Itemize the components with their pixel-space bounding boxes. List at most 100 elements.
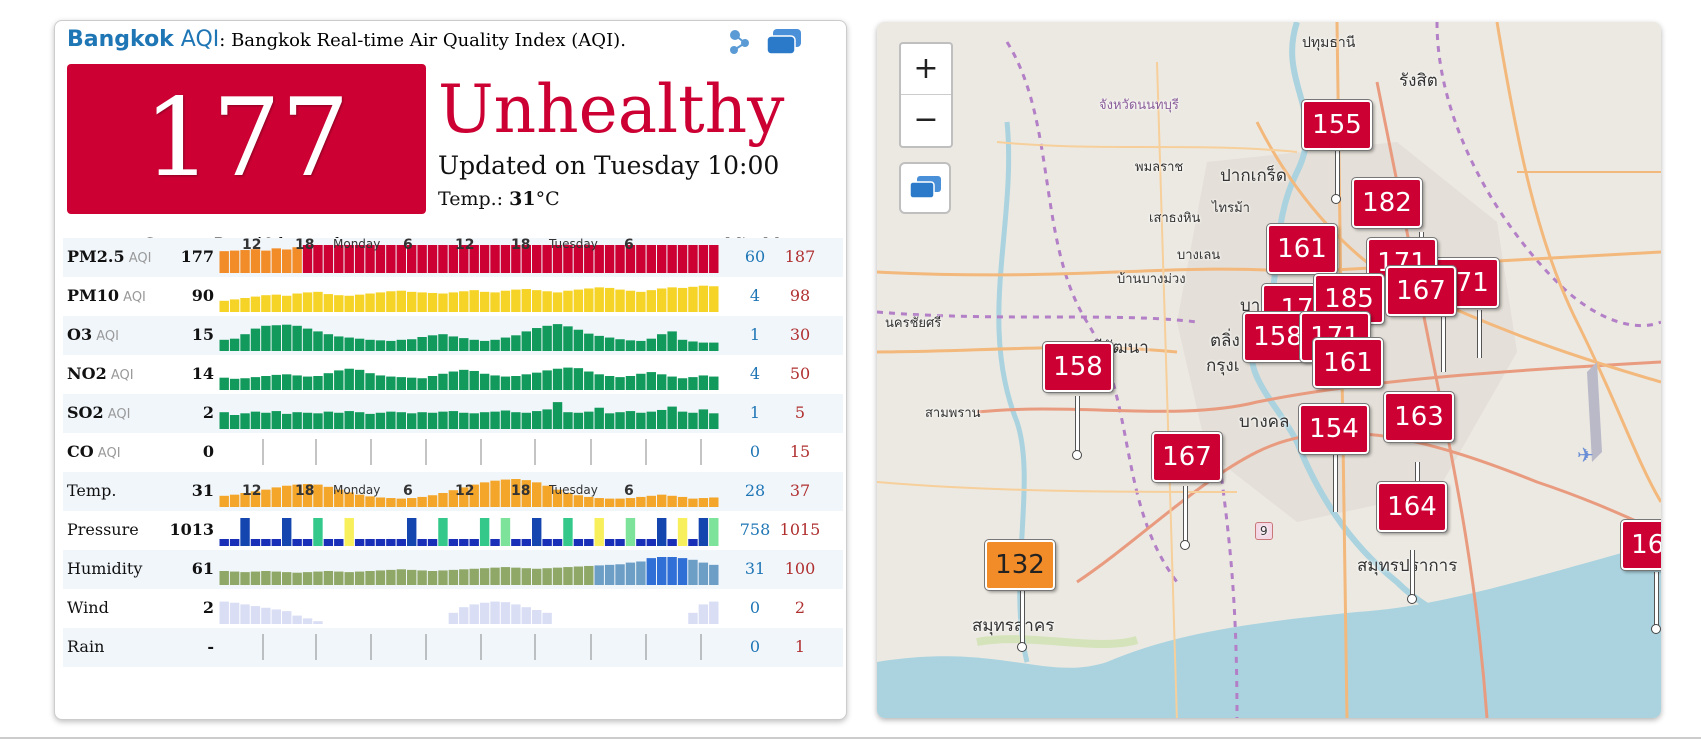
chart-bar bbox=[563, 367, 573, 390]
chart-bar bbox=[448, 371, 459, 390]
row-so2[interactable]: SO2 AQI 2 1 5 bbox=[63, 394, 843, 433]
chart-bar bbox=[532, 290, 542, 312]
aqi-marker[interactable]: 158 bbox=[1042, 341, 1114, 393]
aqi-word[interactable]: AQI bbox=[173, 27, 220, 52]
chart-bar bbox=[594, 565, 604, 585]
station-dot[interactable] bbox=[1180, 540, 1190, 550]
chart-bar bbox=[261, 539, 271, 546]
chart-bar bbox=[292, 293, 302, 312]
chart-bar bbox=[229, 338, 240, 351]
row-co[interactable]: CO AQI 0 0 15 bbox=[63, 433, 843, 472]
station-dot[interactable] bbox=[1651, 624, 1661, 634]
zoom-out-button[interactable]: − bbox=[901, 94, 951, 145]
aqi-marker[interactable]: 167 bbox=[1385, 265, 1457, 317]
row-wind[interactable]: Wind 2 0 2 bbox=[63, 589, 843, 628]
aqi-marker[interactable]: 132 bbox=[984, 539, 1056, 591]
row-history-chart[interactable] bbox=[219, 355, 719, 394]
station-dot[interactable] bbox=[1017, 642, 1027, 652]
chart-bar bbox=[219, 251, 229, 273]
chart-bar bbox=[302, 484, 313, 507]
row-history-chart[interactable] bbox=[219, 472, 719, 511]
aqi-marker[interactable]: 162 bbox=[1620, 519, 1661, 571]
aqi-marker[interactable]: 164 bbox=[1376, 481, 1448, 533]
chart-bar bbox=[375, 292, 386, 312]
map-layers-button[interactable] bbox=[899, 162, 951, 214]
chart-bar bbox=[427, 539, 438, 546]
chart-bar bbox=[271, 609, 281, 624]
timeline-label: Monday bbox=[333, 237, 381, 251]
aqi-marker[interactable]: 167 bbox=[1151, 431, 1223, 483]
aqi-marker[interactable]: 155 bbox=[1301, 99, 1373, 151]
row-min-value: 0 bbox=[749, 637, 761, 656]
row-history-chart[interactable] bbox=[219, 277, 719, 316]
timeline-label: 6 bbox=[403, 237, 413, 253]
row-temp[interactable]: Temp. 31 28 37 bbox=[63, 472, 843, 511]
timeline-label: 6 bbox=[624, 237, 634, 253]
chart-bar bbox=[636, 373, 646, 390]
place-label: บางคล bbox=[1239, 412, 1290, 432]
aqi-marker[interactable]: 154 bbox=[1298, 403, 1370, 455]
row-history-chart[interactable] bbox=[219, 550, 719, 589]
aqi-marker[interactable]: 163 bbox=[1383, 391, 1455, 443]
chart-bar bbox=[615, 377, 625, 390]
place-label: สมุทรปราการ bbox=[1357, 556, 1458, 576]
station-dot[interactable] bbox=[1072, 450, 1082, 460]
row-history-chart[interactable] bbox=[219, 433, 719, 472]
row-history-chart[interactable] bbox=[219, 238, 719, 277]
chart-bar bbox=[282, 413, 292, 429]
chart-bar bbox=[469, 539, 479, 546]
chart-bar bbox=[365, 373, 375, 390]
chart-bar bbox=[250, 606, 261, 624]
row-pressure[interactable]: Pressure 1013 758 1015 bbox=[63, 511, 843, 550]
row-pm10[interactable]: PM10 AQI 90 4 98 bbox=[63, 277, 843, 316]
row-rain[interactable]: Rain - 0 1 bbox=[63, 628, 843, 667]
chart-bar bbox=[552, 539, 563, 546]
row-pm25[interactable]: PM2.5 AQI 177 60 187 bbox=[63, 238, 843, 277]
chart-bar bbox=[646, 245, 656, 273]
aqi-marker[interactable]: 161 bbox=[1312, 337, 1384, 389]
row-history-chart[interactable] bbox=[219, 589, 719, 628]
chart-bar bbox=[334, 571, 344, 585]
chart-bar bbox=[677, 339, 688, 351]
row-no2[interactable]: NO2 AQI 14 4 50 bbox=[63, 355, 843, 394]
chart-bar bbox=[667, 287, 677, 312]
chart-bar bbox=[219, 601, 229, 624]
chart-bar bbox=[459, 569, 469, 585]
chart-bar bbox=[261, 325, 271, 351]
row-max-value: 1 bbox=[794, 637, 806, 656]
row-humidity[interactable]: Humidity 61 31 100 bbox=[63, 550, 843, 589]
share-icon[interactable] bbox=[723, 27, 757, 57]
layers-icon[interactable] bbox=[765, 27, 801, 57]
chart-bar bbox=[709, 518, 719, 546]
chart-bar bbox=[709, 286, 719, 312]
row-history-chart[interactable] bbox=[219, 628, 719, 667]
chart-bar bbox=[511, 289, 521, 312]
row-history-chart[interactable] bbox=[219, 316, 719, 355]
city-name[interactable]: Bangkok bbox=[67, 27, 174, 52]
row-history-chart[interactable] bbox=[219, 394, 719, 433]
row-history-chart[interactable] bbox=[219, 511, 719, 550]
map[interactable]: ✈ ปทุมธานี รังสิต จังหวัดนนทบุรี พมลราช … bbox=[877, 22, 1661, 718]
aqi-marker[interactable]: 161 bbox=[1266, 223, 1338, 275]
chart-bar bbox=[657, 557, 667, 585]
chart-bar bbox=[542, 291, 552, 312]
zoom-in-button[interactable]: + bbox=[913, 51, 939, 86]
station-dot[interactable] bbox=[1407, 594, 1417, 604]
chart-bar bbox=[240, 572, 250, 585]
row-o3[interactable]: O3 AQI 15 1 30 bbox=[63, 316, 843, 355]
chart-bar bbox=[636, 340, 646, 351]
row-max-value: 2 bbox=[794, 598, 806, 617]
chart-bar bbox=[292, 247, 302, 273]
temp-unit: °C bbox=[535, 188, 560, 210]
chart-bar bbox=[282, 249, 292, 273]
chart-bar bbox=[542, 325, 552, 351]
chart-bar bbox=[438, 411, 448, 429]
chart-bar bbox=[542, 245, 552, 273]
chart-bar bbox=[615, 289, 625, 312]
aqi-marker[interactable]: 185 bbox=[1313, 273, 1385, 325]
chart-bar bbox=[261, 571, 271, 585]
chart-bar bbox=[271, 325, 281, 351]
station-dot[interactable] bbox=[1331, 194, 1341, 204]
aqi-marker[interactable]: 182 bbox=[1351, 177, 1423, 229]
row-min-value: 0 bbox=[749, 598, 761, 617]
